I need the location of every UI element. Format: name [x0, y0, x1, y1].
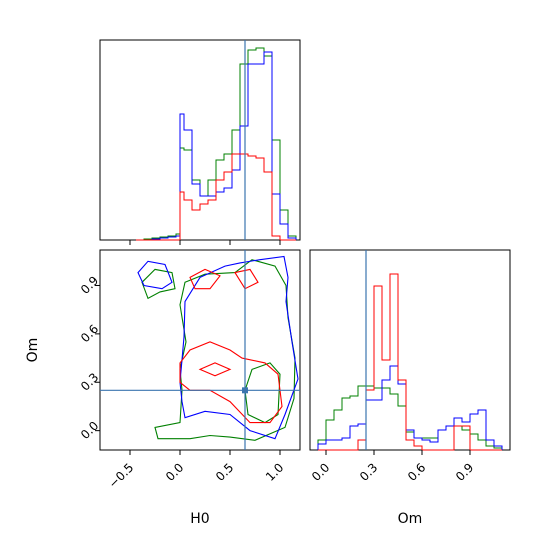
h0-om-joint-panel: −0.5 0.0 0.5 1.00.00.30.60.9 H0 Om [25, 249, 301, 527]
h0-marginal-ticks [129, 240, 281, 245]
h0-marginal-panel [99, 39, 301, 245]
contour-red [179, 341, 283, 424]
contour-blue [179, 255, 299, 440]
h0-om-ytick-label: 0.3 [78, 370, 101, 393]
Om-marginal-hist-blue [317, 365, 503, 450]
h0-om-ticks: −0.5 0.0 0.5 1.00.00.30.60.9 [78, 273, 286, 491]
contour-red [189, 268, 221, 290]
contour-red [198, 362, 232, 377]
contour-red [234, 268, 259, 290]
h0-om-ytick-label: 0.6 [78, 322, 101, 345]
y-axis-label-om: Om [25, 338, 41, 363]
h0-marginal-histograms [136, 47, 297, 241]
x-axis-label-om: Om [398, 511, 423, 527]
contour-green [141, 268, 176, 300]
om-marginal-xtick-label: 0.9 [453, 460, 476, 483]
Om-marginal-hist-red [318, 273, 502, 451]
om-marginal-xtick-label: 0.0 [309, 460, 332, 483]
truth-marker [242, 387, 248, 394]
om-marginal-xtick-label: 0.3 [357, 460, 380, 483]
h0-om-ytick-label: 0.0 [78, 419, 101, 442]
om-marginal-frame [309, 249, 511, 451]
x-axis-label-h0: H0 [190, 511, 209, 527]
h0-om-ytick-label: 0.9 [78, 273, 101, 296]
h0-om-xtick-label: −0.5 [106, 460, 137, 491]
om-marginal-histograms [317, 273, 503, 451]
h0-om-frame [99, 249, 301, 451]
h0-om-xtick-label: 0.0 [163, 460, 186, 483]
om-marginal-panel: 0.0 0.3 0.6 0.9 Om [309, 249, 511, 527]
contour-blue [137, 260, 173, 290]
H0-marginal-hist-red [136, 153, 296, 241]
h0-om-contours [137, 255, 299, 441]
contour-green [154, 259, 296, 441]
h0-marginal-frame [99, 39, 301, 241]
h0-om-xtick-label: 0.5 [213, 460, 236, 483]
om-marginal-xtick-label: 0.6 [405, 460, 428, 483]
om-marginal-ticks: 0.0 0.3 0.6 0.9 [309, 450, 476, 484]
h0-om-xtick-label: 1.0 [263, 460, 286, 483]
